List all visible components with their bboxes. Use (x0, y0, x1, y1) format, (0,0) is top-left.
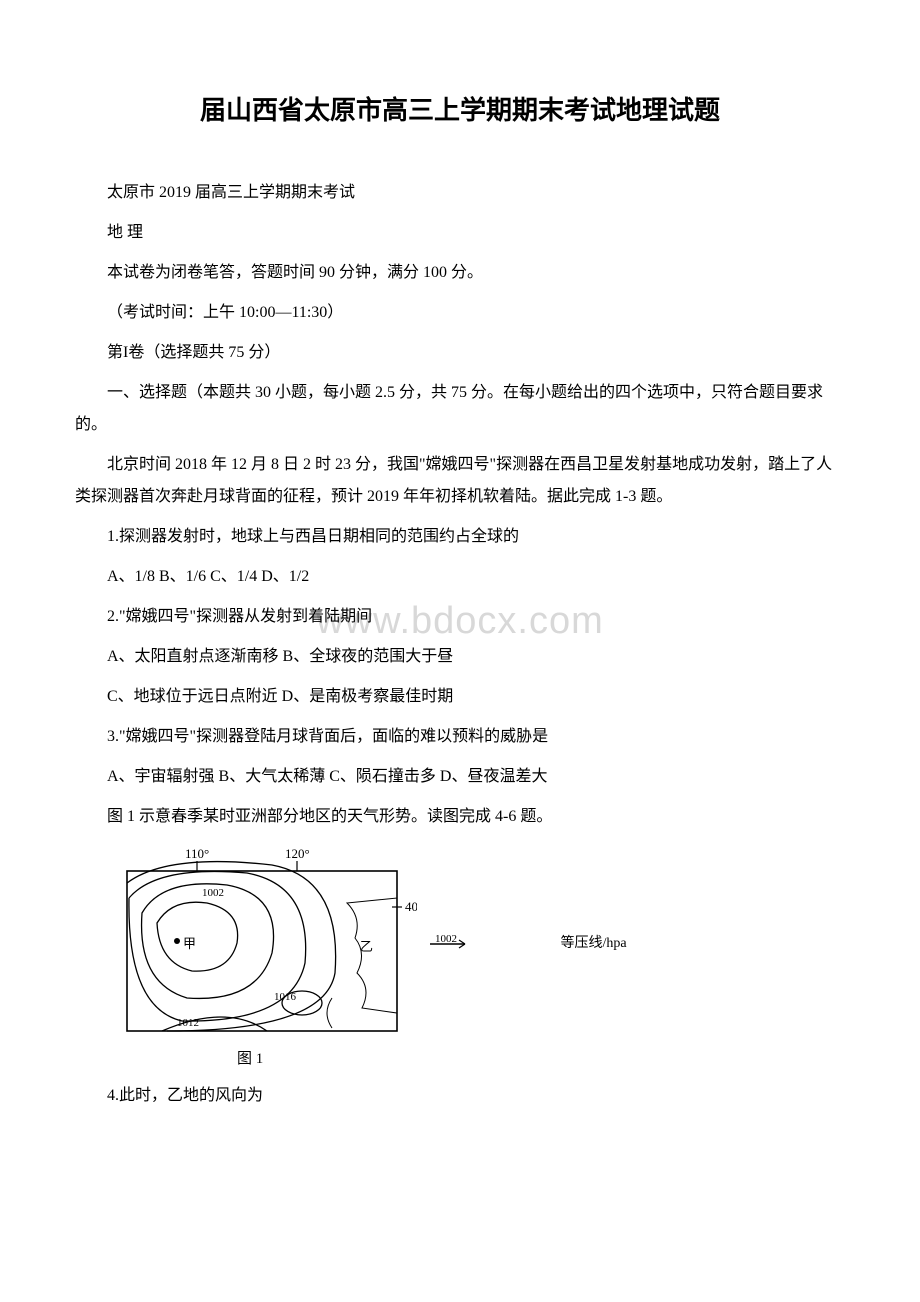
volume-label: 第I卷（选择题共 75 分） (75, 337, 845, 369)
question-1: 1.探测器发射时，地球上与西昌日期相同的范围约占全球的 (75, 521, 845, 553)
question-2: 2."嫦娥四号"探测器从发射到着陆期间 (75, 601, 845, 633)
exam-info: 本试卷为闭卷笔答，答题时间 90 分钟，满分 100 分。 (75, 257, 845, 289)
isobar-1016-label: 1016 (274, 991, 297, 1003)
lat-40-label: 40° (405, 899, 417, 914)
question-1-options: A、1/8 B、1/6 C、1/4 D、1/2 (75, 561, 845, 593)
isobar-1012-label: 1012 (177, 1017, 199, 1029)
question-4: 4.此时，乙地的风向为 (75, 1080, 845, 1112)
point-yi-label: 乙 (360, 939, 373, 954)
weather-map-svg: 110° 120° 40° 1002 (107, 843, 417, 1043)
legend-value: 1002 (435, 934, 457, 945)
isobar-1002-label: 1002 (202, 887, 224, 899)
context-2: 图 1 示意春季某时亚洲部分地区的天气形势。读图完成 4-6 题。 (75, 801, 845, 833)
map-legend: 1002 等压线/hpa (427, 932, 627, 954)
subject: 地 理 (75, 217, 845, 249)
question-2-options-ab: A、太阳直射点逐渐南移 B、全球夜的范围大于昼 (75, 641, 845, 673)
exam-time: （考试时间：上午 10:00—11:30） (75, 297, 845, 329)
lon-120-label: 120° (285, 846, 310, 861)
header-info: 太原市 2019 届高三上学期期末考试 (75, 177, 845, 209)
question-3-options: A、宇宙辐射强 B、大气太稀薄 C、陨石撞击多 D、昼夜温差大 (75, 761, 845, 793)
question-3: 3."嫦娥四号"探测器登陆月球背面后，面临的难以预料的威胁是 (75, 721, 845, 753)
context-1: 北京时间 2018 年 12 月 8 日 2 时 23 分，我国"嫦娥四号"探测… (75, 449, 845, 513)
point-jia-label: 甲 (183, 936, 196, 951)
legend-text: 等压线/hpa (561, 936, 627, 951)
figure-caption: 图 1 (237, 1047, 845, 1068)
figure-1: 110° 120° 40° 1002 (107, 843, 845, 1068)
question-2-options-cd: C、地球位于远日点附近 D、是南极考察最佳时期 (75, 681, 845, 713)
section-heading: 一、选择题（本题共 30 小题，每小题 2.5 分，共 75 分。在每小题给出的… (75, 377, 845, 441)
document-content: 届山西省太原市高三上学期期末考试地理试题 太原市 2019 届高三上学期期末考试… (75, 90, 845, 1112)
page-title: 届山西省太原市高三上学期期末考试地理试题 (75, 90, 845, 127)
lon-110-label: 110° (185, 846, 209, 861)
